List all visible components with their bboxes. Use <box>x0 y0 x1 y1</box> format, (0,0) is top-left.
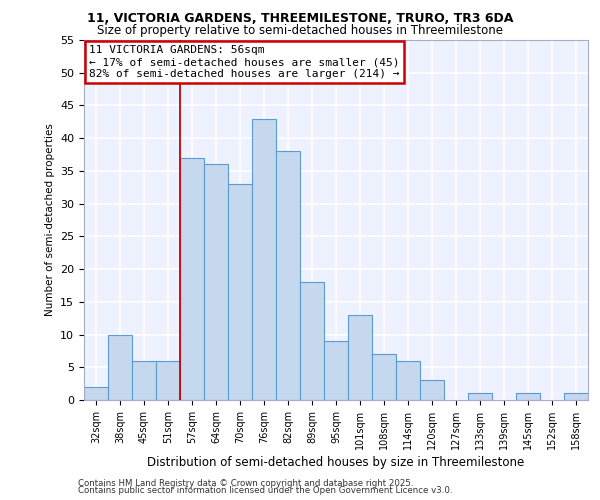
Bar <box>84 387 108 400</box>
Text: Size of property relative to semi-detached houses in Threemilestone: Size of property relative to semi-detach… <box>97 24 503 37</box>
Bar <box>276 152 300 400</box>
Bar <box>468 394 492 400</box>
Bar <box>228 184 252 400</box>
Bar <box>300 282 324 400</box>
Text: 11, VICTORIA GARDENS, THREEMILESTONE, TRURO, TR3 6DA: 11, VICTORIA GARDENS, THREEMILESTONE, TR… <box>87 12 513 26</box>
Bar <box>132 360 156 400</box>
Bar <box>180 158 204 400</box>
Bar <box>516 394 540 400</box>
Bar <box>348 315 372 400</box>
Bar <box>324 341 348 400</box>
Bar <box>204 164 228 400</box>
Bar <box>396 360 420 400</box>
Bar <box>564 394 588 400</box>
Bar <box>252 118 276 400</box>
Bar <box>372 354 396 400</box>
Bar <box>420 380 444 400</box>
X-axis label: Distribution of semi-detached houses by size in Threemilestone: Distribution of semi-detached houses by … <box>148 456 524 469</box>
Text: 11 VICTORIA GARDENS: 56sqm
← 17% of semi-detached houses are smaller (45)
82% of: 11 VICTORIA GARDENS: 56sqm ← 17% of semi… <box>89 46 400 78</box>
Text: Contains public sector information licensed under the Open Government Licence v3: Contains public sector information licen… <box>78 486 452 495</box>
Text: Contains HM Land Registry data © Crown copyright and database right 2025.: Contains HM Land Registry data © Crown c… <box>78 478 413 488</box>
Y-axis label: Number of semi-detached properties: Number of semi-detached properties <box>44 124 55 316</box>
Bar <box>108 334 132 400</box>
Bar <box>156 360 180 400</box>
